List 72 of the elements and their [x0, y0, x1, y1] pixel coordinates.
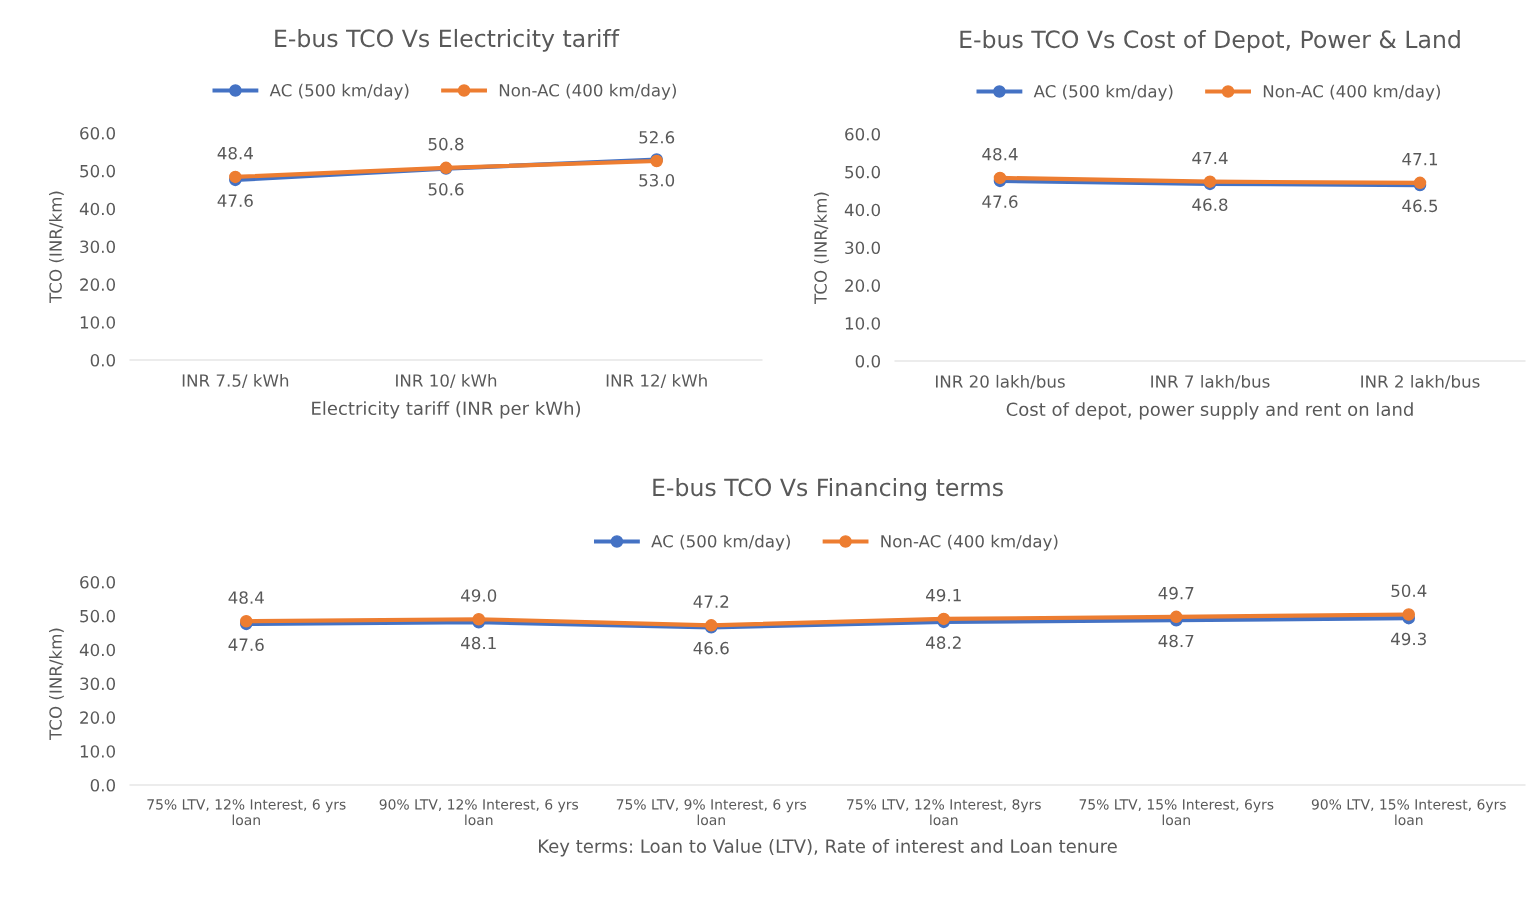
- data-label: 49.0: [461, 589, 497, 602]
- x-tick-label: 90% LTV, 12% Interest, 6 yrs loan: [379, 799, 579, 826]
- data-label: 48.7: [1158, 634, 1194, 648]
- x-axis-title: Cost of depot, power supply and rent on land: [1006, 402, 1413, 420]
- data-label: 46.6: [693, 641, 729, 655]
- data-label: 46.5: [1402, 199, 1438, 213]
- x-tick-label: 90% LTV, 15% Interest, 6yrs loan: [1311, 799, 1506, 826]
- data-label: 53.0: [639, 173, 675, 187]
- data-label: 47.6: [982, 195, 1018, 208]
- x-tick-label: 75% LTV, 12% Interest, 8yrs loan: [847, 799, 1041, 826]
- data-label: 48.4: [982, 147, 1018, 161]
- data-label: 47.2: [693, 595, 729, 608]
- x-tick-label: 75% LTV, 12% Interest, 6 yrs loan: [147, 799, 346, 826]
- y-axis-title: TCO (INR/km): [48, 628, 64, 740]
- data-label: 49.3: [1391, 632, 1426, 646]
- legend-label: AC (500 km/day): [1033, 84, 1173, 101]
- chart-title: E-bus TCO Vs Cost of Depot, Power & Land: [960, 29, 1460, 53]
- y-tick-label: 20.0: [845, 279, 880, 292]
- chart-title: E-bus TCO Vs Electricity tariff: [275, 28, 620, 52]
- x-tick-label: INR 7 lakh/bus: [1151, 374, 1270, 390]
- y-tick-label: 40.0: [79, 202, 115, 216]
- y-tick-label: 60.0: [80, 126, 115, 140]
- legend-label: Non-AC (400 km/day): [881, 534, 1058, 551]
- legend-label: Non-AC (400 km/day): [499, 83, 676, 100]
- chart-title: E-bus TCO Vs Financing terms: [653, 477, 1003, 501]
- y-tick-label: 0.0: [855, 354, 880, 368]
- y-tick-label: 10.0: [80, 745, 115, 758]
- data-label: 50.6: [428, 183, 464, 196]
- y-tick-label: 50.0: [80, 164, 115, 178]
- x-axis-title: Electricity tariff (INR per kWh): [312, 401, 581, 419]
- x-tick-label: INR 20 lakh/bus: [936, 374, 1065, 390]
- y-tick-label: 40.0: [79, 643, 115, 657]
- legend-label: AC (500 km/day): [269, 83, 409, 100]
- y-axis-title: TCO (INR/km): [813, 192, 829, 304]
- y-tick-label: 50.0: [80, 609, 115, 623]
- y-tick-label: 10.0: [845, 317, 880, 330]
- y-tick-label: 20.0: [80, 278, 115, 291]
- data-label: 48.1: [461, 636, 496, 650]
- data-label: 52.6: [639, 131, 675, 144]
- data-label: 50.8: [428, 137, 464, 151]
- x-tick-label: INR 12/ kWh: [606, 373, 707, 389]
- data-label: 47.4: [1192, 151, 1228, 165]
- y-axis-title: TCO (INR/km): [48, 191, 64, 303]
- x-tick-label: 75% LTV, 9% Interest, 6 yrs loan: [616, 799, 807, 826]
- y-tick-label: 20.0: [80, 711, 115, 724]
- x-tick-label: INR 7.5/ kWh: [182, 373, 289, 389]
- data-label: 47.1: [1402, 153, 1438, 166]
- data-label: 47.6: [228, 638, 264, 652]
- y-tick-label: 0.0: [90, 353, 116, 367]
- data-label: 49.1: [926, 588, 961, 602]
- data-label: 46.8: [1192, 198, 1228, 211]
- x-tick-label: INR 2 lakh/bus: [1361, 374, 1480, 390]
- x-axis-title: Key terms: Loan to Value (LTV), Rate of interest and Loan tenure: [539, 838, 1117, 857]
- data-label: 49.7: [1158, 586, 1194, 600]
- y-tick-label: 0.0: [90, 778, 116, 792]
- x-tick-label: 75% LTV, 15% Interest, 6yrs loan: [1079, 799, 1274, 826]
- y-tick-label: 30.0: [80, 677, 115, 691]
- legend-label: AC (500 km/day): [651, 534, 790, 551]
- legend-label: Non-AC (400 km/day): [1263, 84, 1440, 101]
- data-label: 48.2: [926, 636, 961, 649]
- data-label: 47.6: [217, 194, 253, 207]
- data-label: 48.4: [217, 146, 253, 160]
- y-tick-label: 60.0: [845, 127, 880, 141]
- y-tick-label: 50.0: [845, 165, 880, 179]
- x-tick-label: INR 10/ kWh: [396, 373, 497, 389]
- y-tick-label: 30.0: [845, 241, 880, 255]
- y-tick-label: 40.0: [844, 203, 880, 217]
- y-tick-label: 30.0: [80, 240, 115, 254]
- y-tick-label: 10.0: [80, 316, 115, 329]
- data-label: 50.4: [1391, 584, 1427, 598]
- data-label: 48.4: [228, 591, 264, 604]
- y-tick-label: 60.0: [80, 575, 115, 589]
